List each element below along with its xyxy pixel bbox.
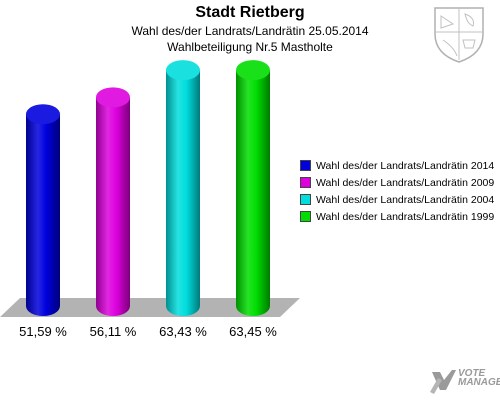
bar-cap — [166, 60, 200, 81]
legend-item: Wahl des/der Landrats/Landrätin 2004 — [300, 191, 494, 208]
value-label: 56,11 % — [90, 324, 137, 339]
watermark-text: VOTE MANAGER — [458, 368, 500, 388]
value-label: 51,59 % — [19, 324, 67, 339]
chart-subtitle-2: Wahlbeteiligung Nr.5 Mastholte — [167, 40, 333, 54]
bar-cap — [236, 60, 270, 81]
chart-subtitle: Wahl des/der Landrats/Landrätin 25.05.20… — [131, 24, 369, 38]
bar-body — [96, 97, 130, 316]
value-label: 63,45 % — [229, 324, 277, 339]
legend-label: Wahl des/der Landrats/Landrätin 1999 — [316, 210, 495, 223]
bar-3 — [166, 60, 200, 316]
bar-2 — [96, 87, 130, 316]
chart-title: Stadt Rietberg — [195, 4, 305, 21]
coat-of-arms-icon — [434, 7, 484, 63]
bar-body — [26, 114, 60, 316]
watermark-line2: MANAGER — [458, 377, 500, 388]
legend-swatch — [300, 160, 311, 171]
vote-manager-logo-icon — [430, 370, 456, 394]
bar-body — [166, 70, 200, 316]
bar-1 — [26, 104, 60, 316]
legend-label: Wahl des/der Landrats/Landrätin 2014 — [316, 159, 495, 172]
bar-cap — [26, 104, 60, 125]
bar-body — [236, 70, 270, 317]
chart-legend: Wahl des/der Landrats/Landrätin 2014 Wahl… — [300, 157, 494, 225]
legend-label: Wahl des/der Landrats/Landrätin 2009 — [316, 176, 495, 189]
legend-swatch — [300, 211, 311, 222]
legend-item: Wahl des/der Landrats/Landrätin 2009 — [300, 174, 494, 191]
legend-swatch — [300, 194, 311, 205]
bar-cap — [96, 87, 130, 108]
watermark-line1: VOTE — [458, 368, 486, 379]
legend-label: Wahl des/der Landrats/Landrätin 2004 — [316, 193, 495, 206]
legend-item: Wahl des/der Landrats/Landrätin 2014 — [300, 157, 494, 174]
bar-4 — [236, 60, 270, 317]
legend-item: Wahl des/der Landrats/Landrätin 1999 — [300, 208, 494, 225]
value-label: 63,43 % — [159, 324, 207, 339]
chart-floor — [0, 298, 300, 317]
legend-swatch — [300, 177, 311, 188]
